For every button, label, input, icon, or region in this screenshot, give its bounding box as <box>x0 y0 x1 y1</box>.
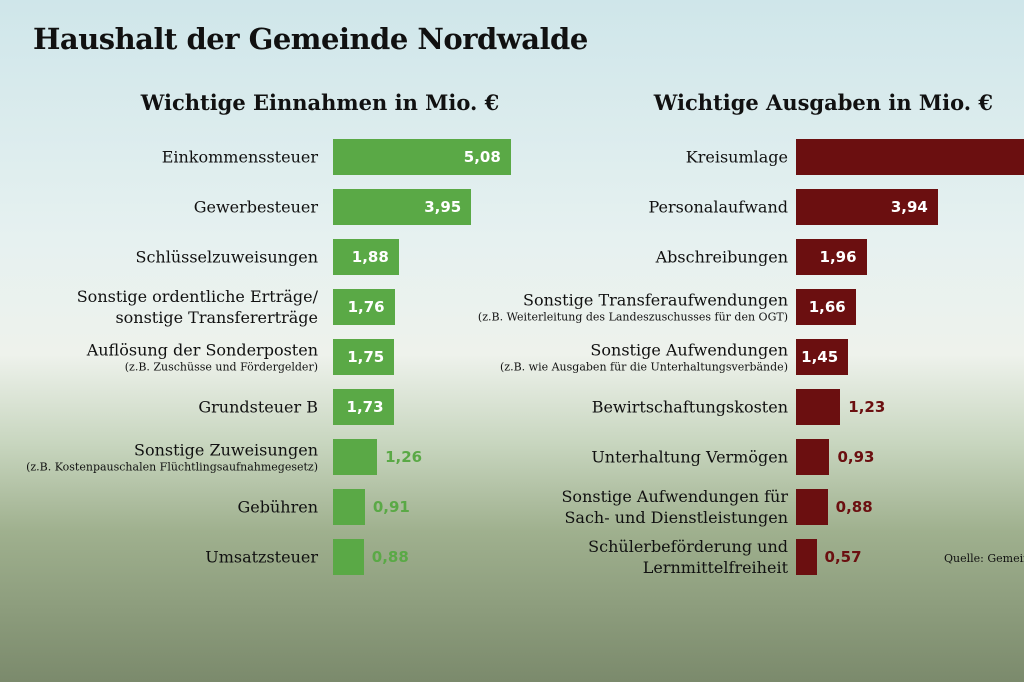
value-label: 1,66 <box>808 298 846 316</box>
category-name: Schlüsselzuweisungen <box>135 247 318 267</box>
category-name: Grundsteuer B <box>198 397 318 417</box>
category-name: Sonstige Transferaufwendungen <box>523 290 788 310</box>
category-note: (z.B. Kostenpauschalen Flüchtlingsaufnah… <box>26 460 318 474</box>
category-label: Personalaufwand <box>648 197 788 218</box>
category-name: Sonstige Aufwendungen für Sach- und Dien… <box>561 487 788 527</box>
category-label: Auflösung der Sonderposten (z.B. Zuschüss… <box>87 340 318 375</box>
bar <box>333 289 395 325</box>
category-label: Gewerbesteuer <box>194 197 318 218</box>
value-label: 1,76 <box>347 298 385 316</box>
value-label: 1,26 <box>385 448 423 466</box>
category-name: Sonstige ordentliche Erträge/ sonstige T… <box>76 287 318 327</box>
category-label: Einkommenssteuer <box>162 147 318 168</box>
category-name: Abschreibungen <box>655 247 788 267</box>
chart-subtitle: Wichtige Einnahmen in Mio. € <box>140 90 500 115</box>
category-name: Unterhaltung Vermögen <box>591 447 788 467</box>
bar <box>796 289 856 325</box>
bar <box>796 539 817 575</box>
bar <box>333 189 472 225</box>
category-name: Kreisumlage <box>685 147 788 167</box>
category-name: Sonstige Zuweisungen <box>134 440 318 460</box>
bar <box>333 139 511 175</box>
category-label: Bewirtschaftungskosten <box>592 397 788 418</box>
category-label: Sonstige ordentliche Erträge/ sonstige T… <box>77 286 318 328</box>
value-label: 1,23 <box>848 398 886 416</box>
value-label: 0,88 <box>835 498 873 516</box>
category-note: (z.B. Weiterleitung des Landeszuschusses… <box>477 310 788 324</box>
value-label: 1,88 <box>351 248 389 266</box>
bar <box>333 389 394 425</box>
value-label: 3,95 <box>424 198 462 216</box>
value-label: 0,57 <box>824 548 862 566</box>
bar <box>796 239 867 275</box>
category-note: (z.B. wie Ausgaben für die Unterhaltungs… <box>500 360 788 374</box>
value-label: 0,88 <box>371 548 409 566</box>
chart-subtitle: Wichtige Ausgaben in Mio. € <box>653 90 993 115</box>
category-label: Sonstige Aufwendungen für Sach- und Dien… <box>561 486 788 528</box>
category-name: Gewerbesteuer <box>193 197 318 217</box>
category-label: Kreisumlage <box>686 147 788 168</box>
bar <box>796 439 830 475</box>
value-label: 1,45 <box>801 348 839 366</box>
category-name: Einkommenssteuer <box>161 147 318 167</box>
bar <box>333 239 399 275</box>
category-name: Personalaufwand <box>648 197 788 217</box>
category-name: Auflösung der Sonderposten <box>86 340 318 360</box>
category-label: Sonstige Aufwendungen (z.B. wie Ausgaben … <box>500 340 788 375</box>
category-label: Grundsteuer B <box>198 397 318 418</box>
value-label: 1,75 <box>347 348 385 366</box>
bar <box>796 489 828 525</box>
category-label: Schülerbeförderung und Lernmittelfreihei… <box>588 536 788 578</box>
bar <box>796 189 938 225</box>
value-label: 0,91 <box>372 498 410 516</box>
value-label: 5,08 <box>463 148 501 166</box>
page-title: Haushalt der Gemeinde Nordwalde <box>33 22 588 56</box>
bar <box>333 439 378 475</box>
bar <box>796 389 841 425</box>
bar <box>796 139 1024 175</box>
category-label: Abschreibungen <box>656 247 788 268</box>
value-label: 3,94 <box>890 198 928 216</box>
category-name: Bewirtschaftungskosten <box>591 397 788 417</box>
category-name: Schülerbeförderung und Lernmittelfreihei… <box>588 537 788 577</box>
category-label: Sonstige Zuweisungen (z.B. Kostenpauschal… <box>26 440 318 475</box>
category-note: (z.B. Zuschüsse und Fördergelder) <box>124 360 318 374</box>
source: Quelle: Gemeind <box>944 552 1024 565</box>
category-label: Umsatzsteuer <box>205 547 318 568</box>
category-name: Umsatzsteuer <box>205 547 318 567</box>
bar <box>333 539 364 575</box>
value-label: 1,96 <box>819 248 857 266</box>
value-label: 1,73 <box>346 398 384 416</box>
category-name: Gebühren <box>237 497 318 517</box>
category-label: Schlüsselzuweisungen <box>135 247 318 268</box>
bar <box>333 489 365 525</box>
bar <box>796 339 849 375</box>
value-label: 0,93 <box>837 448 875 466</box>
category-label: Sonstige Transferaufwendungen (z.B. Weite… <box>478 290 788 325</box>
category-name: Sonstige Aufwendungen <box>590 340 788 360</box>
bar <box>333 339 395 375</box>
category-label: Unterhaltung Vermögen <box>591 447 788 468</box>
category-label: Gebühren <box>237 497 318 518</box>
